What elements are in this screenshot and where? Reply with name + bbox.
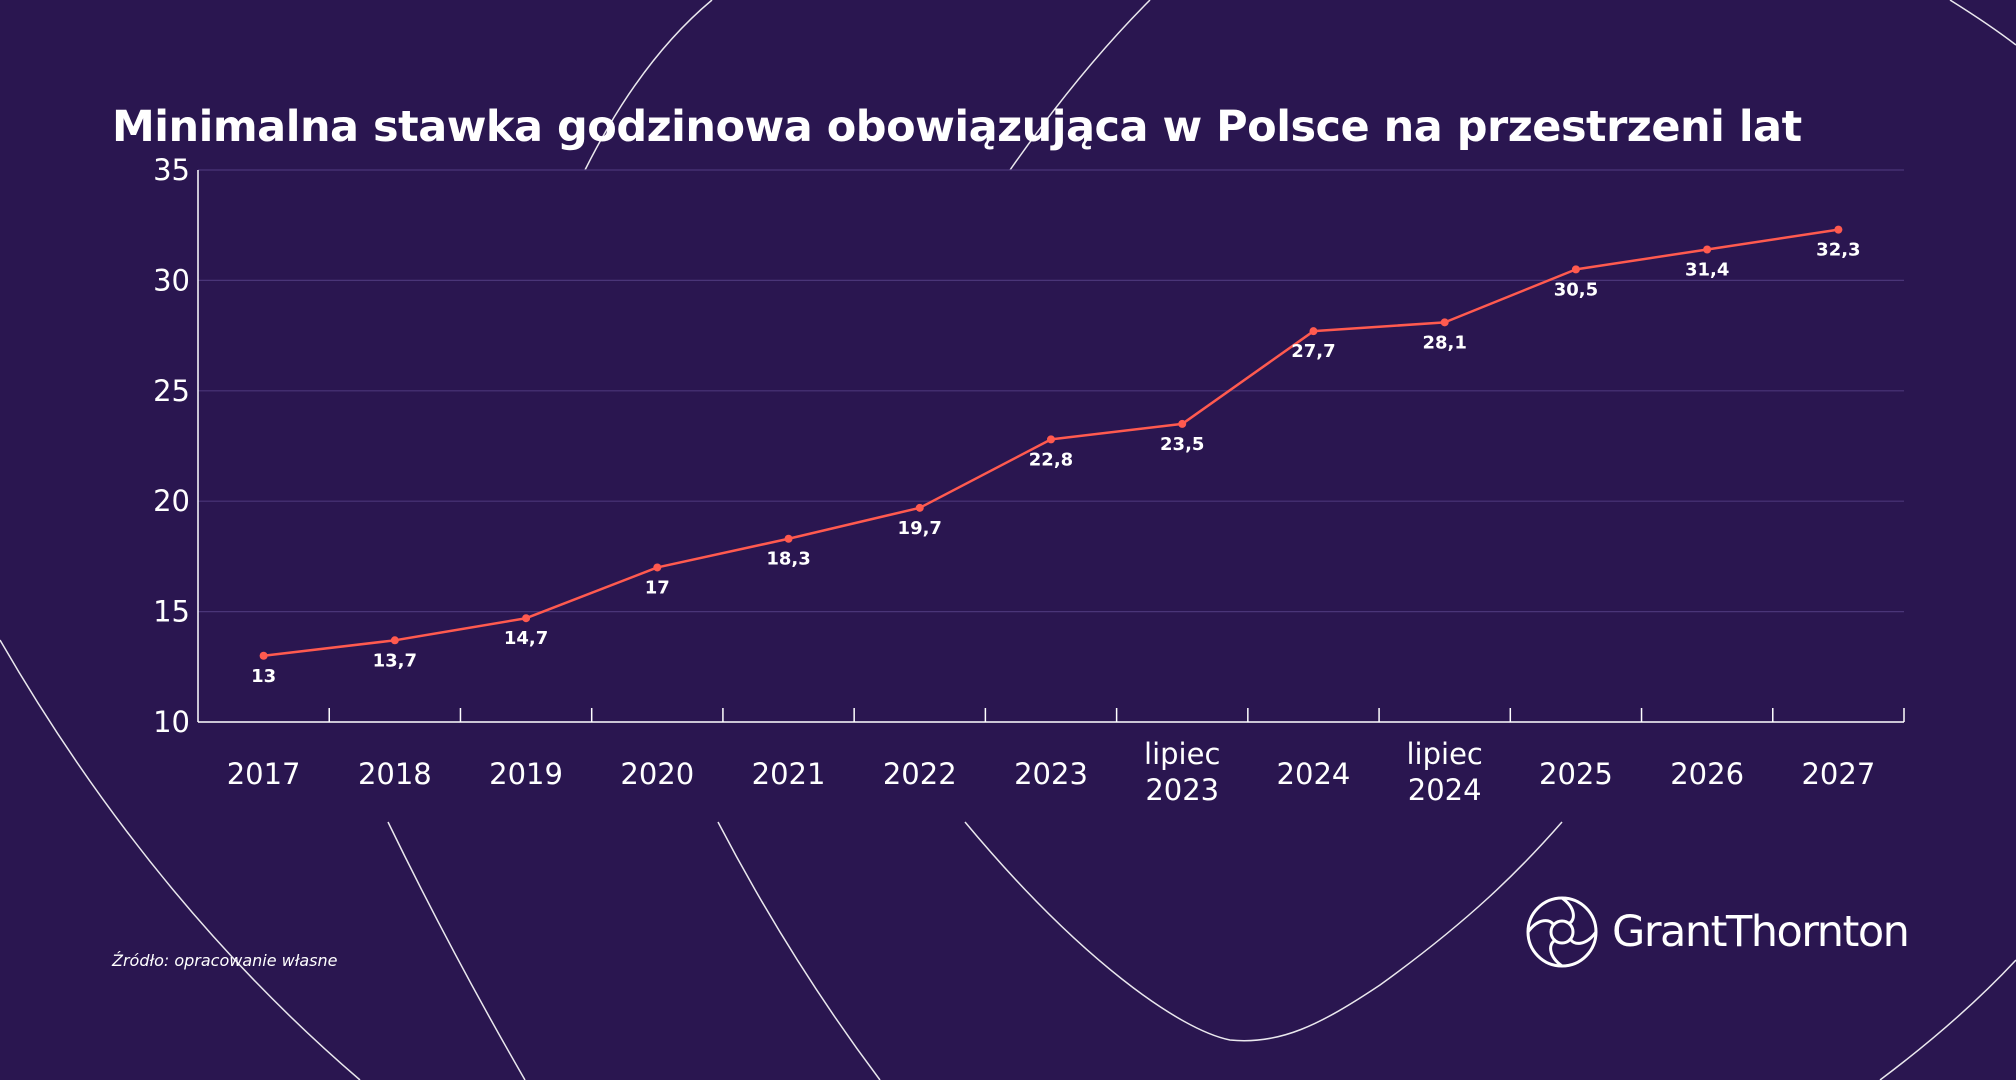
grant-thornton-logo: GrantThornton xyxy=(1524,894,1910,970)
data-point xyxy=(1703,245,1712,254)
grant-thornton-logo-icon xyxy=(1526,896,1598,968)
data-point xyxy=(522,614,531,623)
data-point xyxy=(1440,318,1449,327)
data-label: 22,8 xyxy=(1029,449,1073,470)
x-tick-label: 2022 xyxy=(883,757,957,791)
x-tick-label: lipiec 2024 xyxy=(1407,737,1483,807)
data-point xyxy=(259,651,268,660)
x-tick-label: 2019 xyxy=(489,757,563,791)
x-tick-label: 2017 xyxy=(227,757,301,791)
series xyxy=(259,225,1843,660)
y-tick-labels: 10 15 20 25 30 35 xyxy=(153,153,190,739)
data-point xyxy=(1047,435,1055,444)
data-label: 32,3 xyxy=(1816,240,1860,261)
x-tick-label: 2025 xyxy=(1539,757,1613,791)
x-tick-label: 2020 xyxy=(620,757,694,791)
data-point xyxy=(1834,225,1843,234)
data-label: 30,5 xyxy=(1554,279,1598,300)
data-label: 28,1 xyxy=(1422,332,1466,353)
y-tick-label: 15 xyxy=(153,595,190,629)
x-tick-label: 2026 xyxy=(1670,757,1744,791)
source-note: Źródło: opracowanie własne xyxy=(112,951,338,970)
y-tick-label: 25 xyxy=(153,374,190,408)
x-tick-label: 2027 xyxy=(1801,757,1875,791)
data-label: 13,7 xyxy=(373,650,417,671)
data-label: 27,7 xyxy=(1291,341,1335,362)
y-tick-label: 35 xyxy=(153,153,190,187)
x-tick-label: 2023 xyxy=(1014,757,1088,791)
x-tick-label: 2024 xyxy=(1277,757,1351,791)
y-tick-label: 20 xyxy=(153,484,190,518)
y-tick-label: 10 xyxy=(153,705,190,739)
data-label: 14,7 xyxy=(504,628,548,649)
data-labels: 13 13,7 14,7 17 18,3 19,7 22,8 23,5 27,7 28,1 30,5… xyxy=(251,240,1861,687)
data-point xyxy=(1178,419,1187,428)
x-tick-label: 2018 xyxy=(358,757,432,791)
logo-wordmark: GrantThornton xyxy=(1612,907,1910,957)
x-tick-labels: 2017 2018 2019 2020 2021 2022 2023 lipiec 2023 20… xyxy=(227,737,1876,807)
data-label: 18,3 xyxy=(766,549,810,570)
y-tick-label: 30 xyxy=(153,263,190,297)
data-point xyxy=(390,636,399,645)
data-label: 17 xyxy=(645,577,670,598)
data-point xyxy=(1309,327,1318,336)
grid-lines xyxy=(198,169,1904,613)
data-label: 31,4 xyxy=(1685,259,1729,280)
x-tick-label: 2021 xyxy=(752,757,826,791)
data-label: 13 xyxy=(251,666,276,687)
data-point xyxy=(653,563,662,572)
data-point xyxy=(784,534,793,543)
data-point xyxy=(1571,265,1580,274)
chart-title: Minimalna stawka godzinowa obowiązująca … xyxy=(112,102,1802,152)
data-point xyxy=(915,503,924,512)
data-label: 23,5 xyxy=(1160,434,1204,455)
axes xyxy=(197,170,1905,723)
x-tick-label: lipiec 2023 xyxy=(1144,737,1220,807)
data-label: 19,7 xyxy=(898,518,942,539)
